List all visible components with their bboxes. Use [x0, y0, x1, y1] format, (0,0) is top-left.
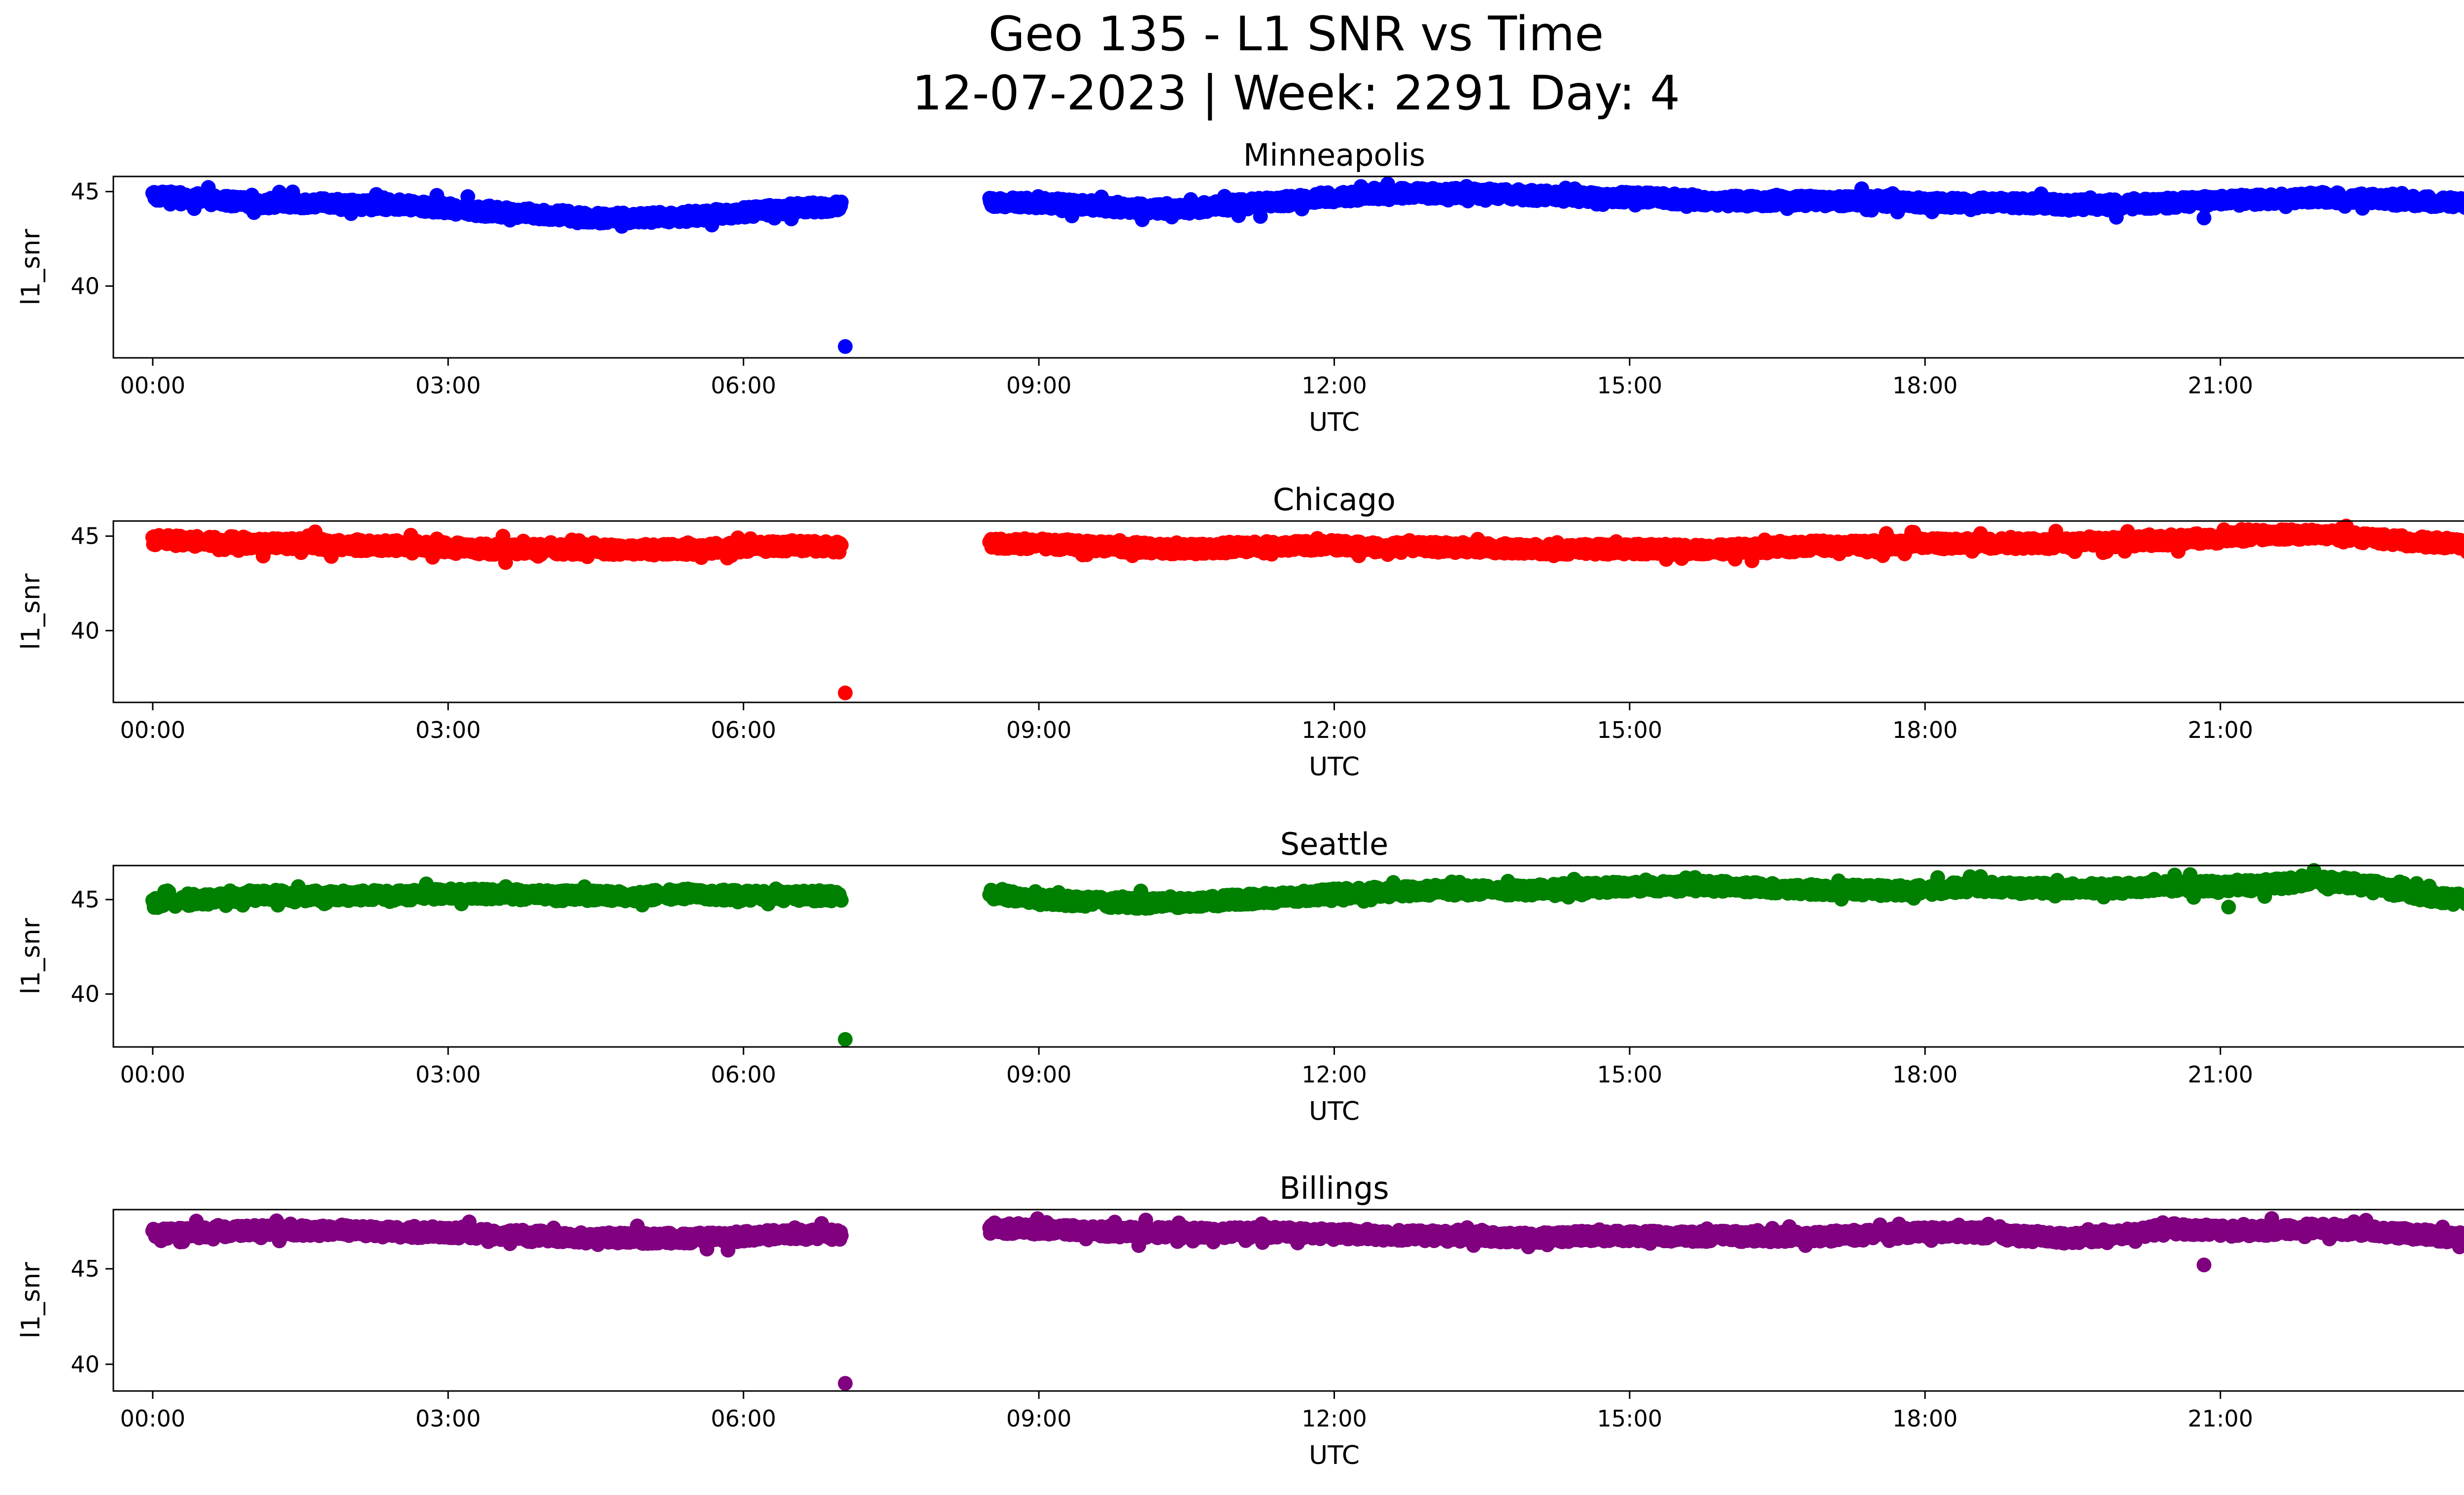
series-points [145, 176, 2464, 354]
subplot-minneapolis: Minneapolis 00:00 03:00 06:00 09:00 12:00 15:0… [16, 137, 2464, 437]
x-tick-label: 06:00 [711, 372, 776, 399]
x-tick-label: 12:00 [1301, 372, 1367, 399]
series-points [145, 519, 2464, 700]
x-tick-label: 15:00 [1597, 372, 1663, 399]
x-tick-label: 03:00 [415, 372, 481, 399]
panel-title: Minneapolis [1243, 137, 1426, 173]
x-axis-label: UTC [1309, 408, 1360, 437]
subplot-panels: Minneapolis 00:00 03:00 06:00 09:00 12:00 15:0… [16, 137, 2464, 1470]
figure-title-line1: Geo 135 - L1 SNR vs Time [989, 6, 1604, 62]
outlier-point [838, 339, 853, 354]
y-tick-label: 40 [70, 273, 100, 299]
data-point [834, 537, 849, 553]
x-tick-label: 18:00 [1892, 372, 1958, 399]
data-point [834, 194, 849, 209]
figure-title-line2: 12-07-2023 | Week: 2291 Day: 4 [912, 66, 1680, 121]
y-axis-label: l1_snr [16, 229, 46, 306]
panel-title: Chicago [1273, 482, 1396, 518]
data-point [460, 189, 476, 204]
outlier-point [2196, 210, 2212, 226]
y-tick-label: 45 [70, 178, 100, 205]
x-tick-label: 00:00 [120, 372, 186, 399]
x-tick-label: 21:00 [2188, 372, 2253, 399]
x-tick-label: 09:00 [1006, 372, 1072, 399]
